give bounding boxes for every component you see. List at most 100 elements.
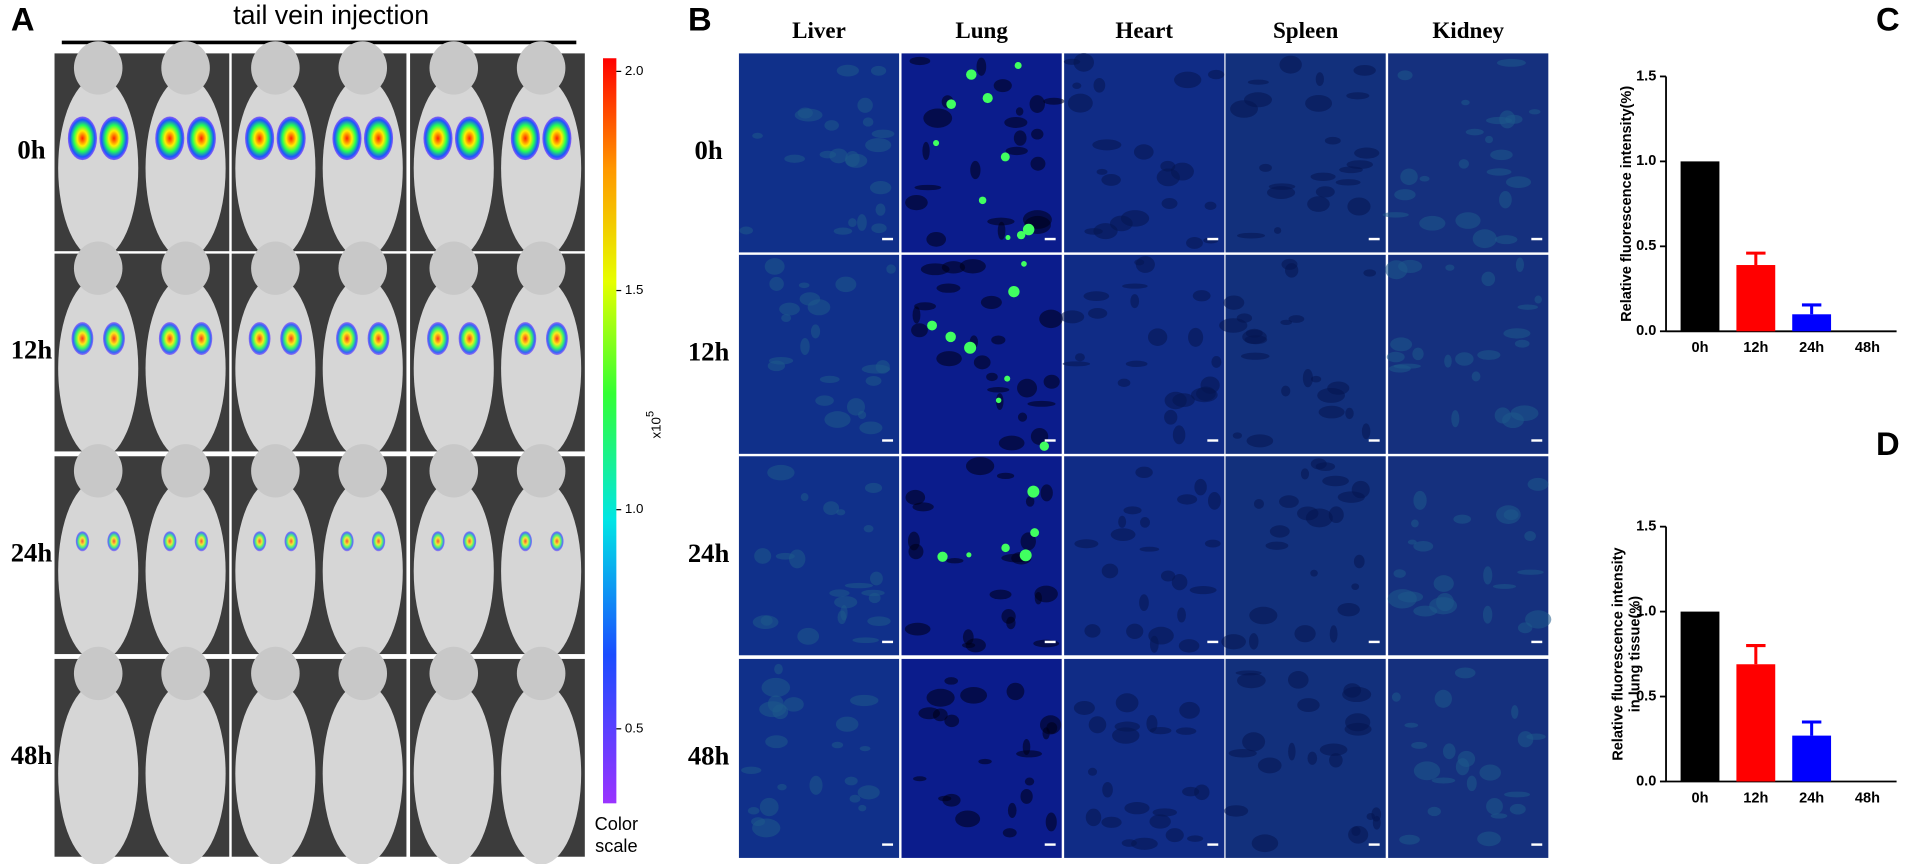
- micrograph: [738, 254, 900, 454]
- tissue-texture: [1230, 100, 1258, 118]
- mouse-head: [516, 646, 566, 701]
- tissue-texture: [845, 153, 868, 168]
- tissue-texture: [815, 395, 834, 406]
- tissue-texture: [833, 227, 853, 235]
- scale-bar: [1368, 439, 1380, 442]
- scale-bar: [1044, 439, 1056, 442]
- mouse-body: [58, 480, 139, 662]
- tissue-texture: [867, 616, 891, 627]
- signal: [518, 531, 533, 552]
- bar: [1792, 735, 1832, 782]
- tissue-texture: [920, 263, 950, 276]
- tissue-texture: [1524, 530, 1536, 542]
- scale-bar: [1368, 843, 1380, 846]
- mouse-body: [322, 682, 403, 864]
- tissue-texture: [850, 694, 879, 707]
- tissue-texture: [1140, 517, 1151, 528]
- tissue-texture: [904, 622, 931, 636]
- tissue-texture: [978, 758, 992, 765]
- tissue-texture: [1273, 227, 1282, 234]
- signal: [155, 116, 185, 161]
- tissue-texture: [1458, 159, 1470, 169]
- tissue-texture: [870, 571, 883, 586]
- tissue-texture: [1110, 528, 1136, 541]
- mouse-body: [501, 77, 582, 260]
- tissue-texture: [1361, 423, 1371, 440]
- tissue-texture: [1149, 635, 1159, 653]
- tissue-texture: [1024, 777, 1035, 786]
- signal: [542, 116, 572, 161]
- row-label: 24h: [11, 537, 53, 567]
- tissue-texture: [1043, 374, 1060, 389]
- tissue-texture: [1242, 329, 1267, 344]
- bar: [1680, 611, 1720, 782]
- tissue-texture: [962, 629, 974, 645]
- tissue-texture: [767, 464, 795, 481]
- tissue-texture: [936, 351, 962, 367]
- y-axis-label: in lung tissue(%): [1628, 596, 1644, 713]
- green-signal: [1030, 528, 1040, 538]
- tissue-texture: [1093, 77, 1106, 93]
- tissue-texture: [1083, 291, 1110, 301]
- mouse-body: [413, 277, 494, 460]
- green-signal: [1005, 235, 1011, 241]
- signal: [458, 322, 481, 355]
- tissue-texture: [1400, 168, 1418, 186]
- tissue-texture: [1115, 693, 1139, 713]
- green-signal: [933, 140, 940, 147]
- row-label: 0h: [17, 134, 45, 164]
- signal: [510, 116, 540, 161]
- tissue-texture: [1030, 427, 1049, 445]
- scale-caption: Color: [595, 814, 638, 834]
- tissue-texture: [1005, 146, 1028, 156]
- green-signal: [1019, 549, 1032, 562]
- tissue-texture: [1279, 495, 1299, 508]
- tissue-texture: [1342, 686, 1372, 703]
- mouse-body: [235, 682, 316, 864]
- tissue-texture: [1045, 812, 1057, 832]
- scale-caption: scale: [595, 836, 637, 856]
- scale-bar: [882, 439, 894, 442]
- mouse-head: [516, 444, 566, 498]
- tissue-texture: [1504, 791, 1531, 798]
- tissue-texture: [1232, 432, 1242, 439]
- tissue-texture: [861, 589, 885, 597]
- tissue-texture: [852, 637, 879, 644]
- tissue-texture: [1043, 97, 1065, 105]
- mouse-head: [251, 41, 300, 95]
- tissue-texture: [1147, 328, 1168, 346]
- mouse-body: [501, 480, 582, 662]
- mouse-body: [413, 77, 494, 260]
- tissue-texture: [1031, 128, 1044, 140]
- tissue-texture: [1039, 309, 1063, 329]
- signal: [190, 322, 213, 355]
- row-label: 12h: [688, 336, 730, 366]
- tissue-texture: [844, 582, 873, 589]
- y-tick-label: 0.0: [1636, 323, 1656, 339]
- tissue-texture: [836, 509, 846, 516]
- tissue-texture: [1517, 569, 1544, 575]
- tissue-texture: [1366, 813, 1375, 820]
- mouse-body: [413, 480, 494, 662]
- tissue-texture: [1310, 375, 1322, 383]
- signal: [462, 531, 477, 552]
- tissue-texture: [1189, 586, 1217, 595]
- tissue-texture: [1085, 808, 1102, 827]
- tissue-texture: [1249, 633, 1259, 650]
- tissue-texture: [1257, 757, 1282, 774]
- tissue-texture: [1363, 269, 1377, 277]
- tissue-texture: [1472, 229, 1497, 249]
- y-tick-label: 1.0: [1636, 603, 1656, 619]
- tissue-texture: [1174, 71, 1202, 89]
- tissue-texture: [1354, 147, 1380, 159]
- tissue-texture: [1310, 172, 1336, 181]
- tissue-texture: [1236, 232, 1266, 239]
- tissue-texture: [1505, 176, 1532, 188]
- tissue-texture: [829, 148, 848, 164]
- tissue-texture: [759, 797, 779, 817]
- row-label: 12h: [11, 335, 53, 365]
- tissue-texture: [865, 138, 892, 153]
- tissue-texture: [909, 56, 931, 66]
- tissue-texture: [1315, 186, 1335, 198]
- mouse-body: [413, 682, 494, 864]
